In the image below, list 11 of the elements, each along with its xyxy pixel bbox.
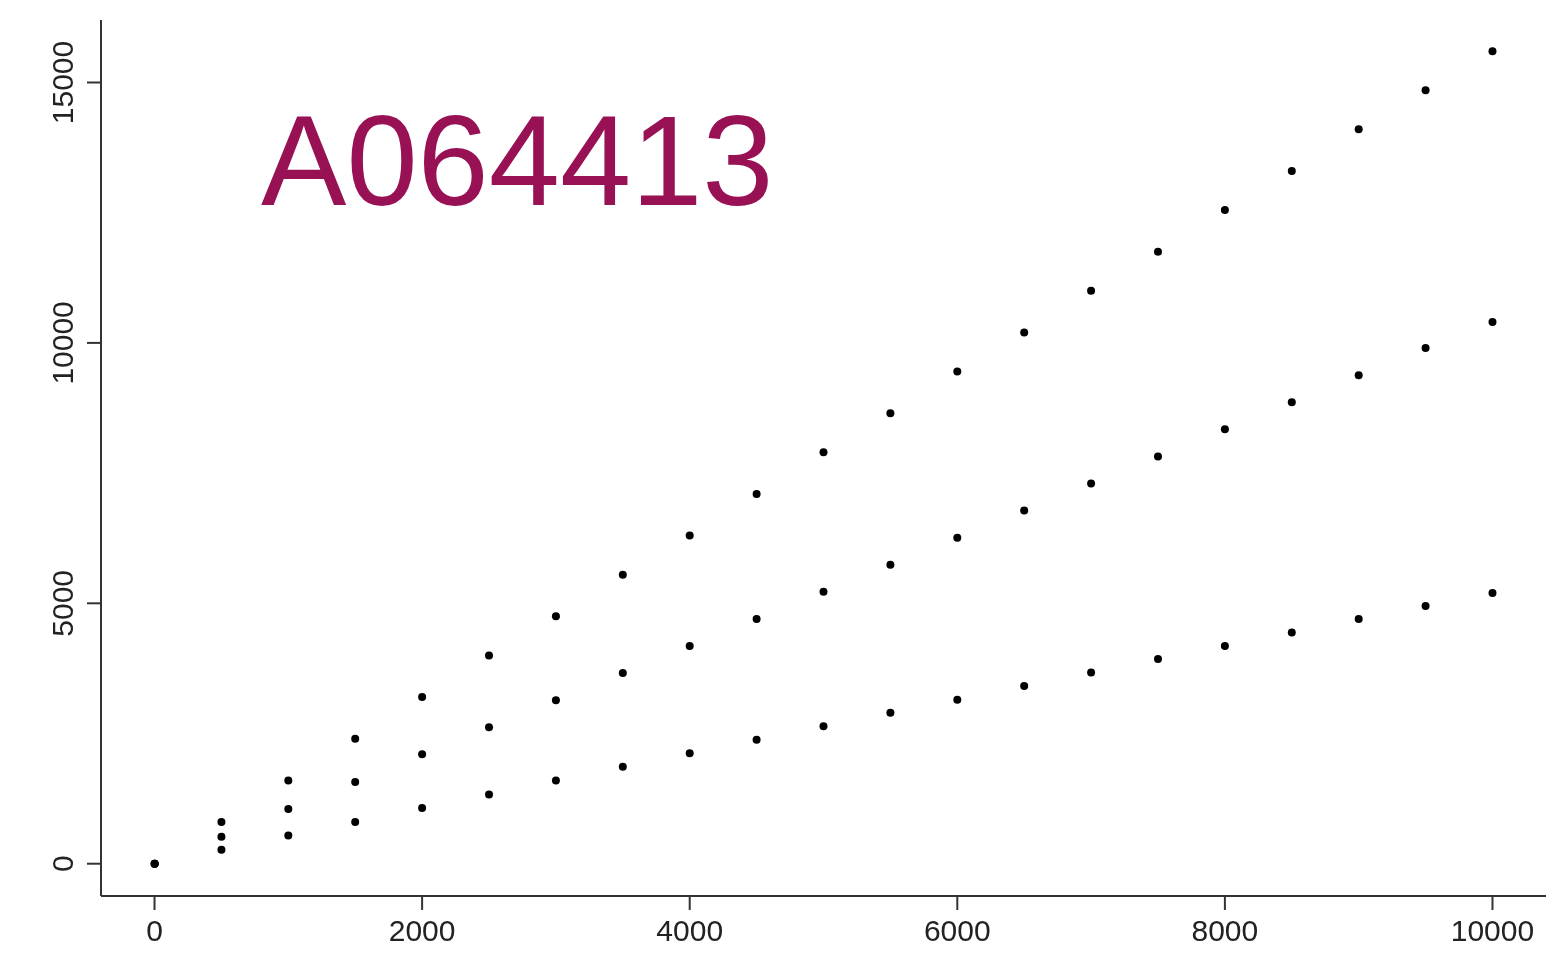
annotation: A064413 xyxy=(261,89,774,232)
y-tick-label: 5000 xyxy=(46,569,79,637)
x-tick-label: 0 xyxy=(146,914,163,947)
y-tick-label: 15000 xyxy=(46,40,79,125)
y-tick-label: 0 xyxy=(46,855,79,873)
x-tick-label: 2000 xyxy=(388,914,456,947)
x-tick-label: 8000 xyxy=(1191,914,1259,947)
x-tick-label: 4000 xyxy=(656,914,724,947)
x-tick-label: 6000 xyxy=(923,914,991,947)
y-tick-label: 10000 xyxy=(46,301,79,385)
x-tick-label: 10000 xyxy=(1450,914,1535,947)
